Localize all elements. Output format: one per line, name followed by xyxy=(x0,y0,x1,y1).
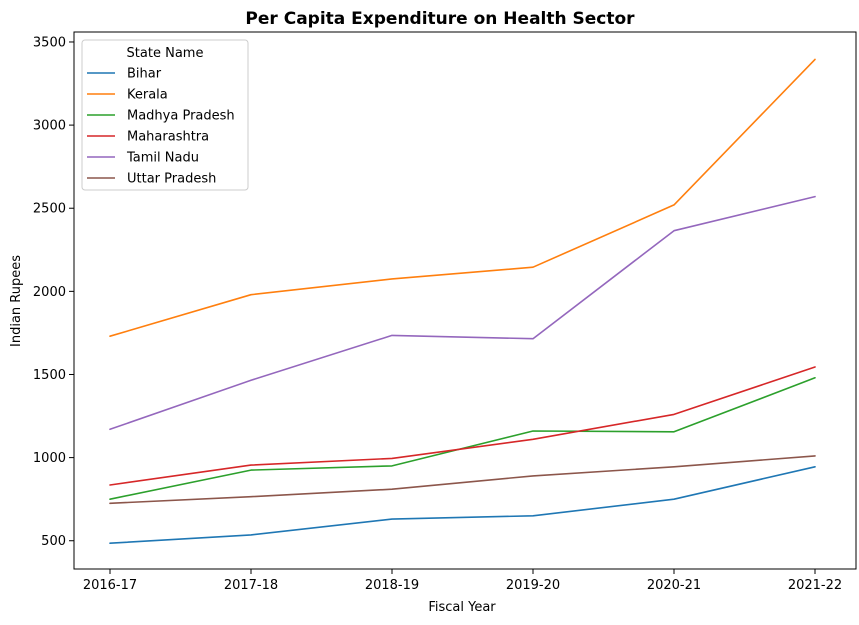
plot-area xyxy=(109,58,816,545)
y-tick-label: 500 xyxy=(41,534,66,549)
x-tick-label: 2020-21 xyxy=(647,578,701,593)
y-tick-label: 1500 xyxy=(33,368,66,383)
series-line-uttar-pradesh xyxy=(109,455,816,505)
legend-label: Maharashtra xyxy=(127,130,209,145)
x-tick-label: 2019-20 xyxy=(506,578,560,593)
y-tick-label: 1000 xyxy=(33,451,66,466)
x-tick-label: 2018-19 xyxy=(365,578,419,593)
legend: State Name Bihar Kerala Madhya Pradesh Maha… xyxy=(81,39,249,191)
legend-label: Uttar Pradesh xyxy=(127,172,216,187)
series-line-kerala xyxy=(109,58,816,338)
legend-label: Kerala xyxy=(127,88,168,103)
x-tick-label: 2016-17 xyxy=(83,578,137,593)
x-tick-label: 2017-18 xyxy=(224,578,278,593)
x-axis-label: Fiscal Year xyxy=(428,600,496,615)
legend-box xyxy=(81,39,249,191)
chart-title: Per Capita Expenditure on Health Sector xyxy=(245,9,635,29)
series-line-madhya-pradesh xyxy=(109,376,816,501)
y-tick-label: 2000 xyxy=(33,285,66,300)
series-line-maharashtra xyxy=(109,366,816,486)
legend-title: State Name xyxy=(127,46,204,61)
y-axis: 500 1000 1500 2000 2500 3000 3500 xyxy=(33,35,74,549)
x-tick-label: 2021-22 xyxy=(788,578,842,593)
legend-label: Bihar xyxy=(127,67,162,82)
series-line-tamil-nadu xyxy=(109,195,816,431)
legend-label: Tamil Nadu xyxy=(126,151,199,166)
y-tick-label: 2500 xyxy=(33,202,66,217)
y-axis-label: Indian Rupees xyxy=(9,255,24,347)
legend-label: Madhya Pradesh xyxy=(127,109,235,124)
x-axis: 2016-17 2017-18 2018-19 2019-20 2020-21 2021-… xyxy=(83,569,842,593)
plot-frame xyxy=(73,31,857,570)
y-tick-label: 3500 xyxy=(33,35,66,50)
y-tick-label: 3000 xyxy=(33,119,66,134)
series-line-bihar xyxy=(109,465,816,545)
